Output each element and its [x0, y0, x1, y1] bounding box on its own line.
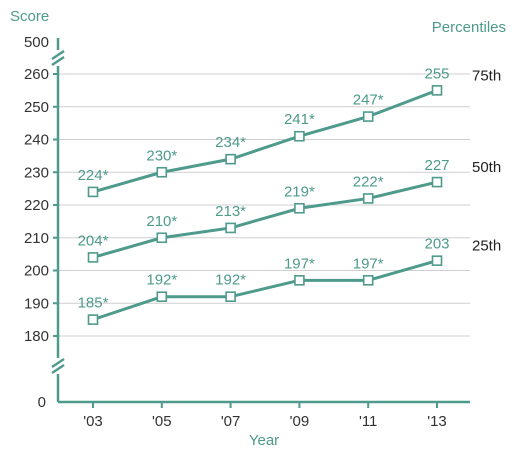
legend-title: Percentiles: [432, 19, 506, 36]
data-label-25th-3: 197*: [284, 255, 315, 272]
data-label-75th-4: 247*: [353, 92, 384, 109]
marker-50th-2: [225, 222, 236, 234]
x-tick-label-3: '09: [290, 413, 310, 430]
marker-50th-4: [362, 193, 374, 204]
marker-25th-3: [294, 275, 305, 286]
series-line-25th: [92, 259, 438, 322]
marker-50th-5: [431, 176, 443, 188]
gridlines: [58, 73, 470, 337]
y-tick-label-200: 200: [24, 263, 49, 280]
marker-75th-4: [362, 111, 374, 122]
marker-75th-1: [156, 166, 168, 178]
marker-25th-4: [362, 275, 374, 286]
marker-75th-2: [225, 153, 236, 165]
x-tick-labels: '03 '05 '07 '09 '11 '13: [83, 402, 447, 430]
marker-75th-3: [294, 130, 305, 142]
axis-break-mark-4: [51, 357, 65, 369]
axes: Score Percentiles Year: [10, 8, 506, 449]
data-label-25th-2: 192*: [215, 272, 246, 289]
series-name-25th: 25th: [472, 238, 501, 255]
data-label-50th-5: 227: [424, 157, 449, 174]
y-tick-label-210: 210: [24, 230, 49, 247]
y-tick-label-500: 500: [24, 34, 49, 51]
y-tick-label-260: 260: [24, 66, 49, 83]
y-tick-label-230: 230: [24, 164, 49, 181]
data-label-25th-5: 203: [424, 236, 449, 253]
y-axis-title: Score: [10, 8, 49, 25]
marker-50th-1: [156, 232, 168, 244]
y-tick-label-190: 190: [24, 295, 49, 312]
marker-50th-3: [294, 202, 305, 214]
data-label-50th-3: 219*: [284, 183, 315, 200]
marker-25th-1: [156, 291, 168, 303]
axis-break-mark-1: [51, 55, 65, 67]
data-label-25th-1: 192*: [146, 272, 177, 289]
axis-break-mark-3: [51, 363, 65, 375]
x-tick-label-4: '11: [359, 413, 377, 430]
x-tick-label-0: '03: [83, 413, 103, 430]
y-tick-label-0: 0: [38, 394, 46, 411]
data-label-25th-4: 197*: [353, 255, 384, 272]
series-line-75th: [92, 88, 438, 194]
series-name-75th: 75th: [472, 67, 501, 84]
data-label-50th-1: 210*: [146, 213, 177, 230]
series-lines: 224*230*234*241*247*255 75th204*210*213*2…: [78, 65, 501, 325]
marker-25th-0: [87, 314, 99, 325]
y-tick-label-180: 180: [24, 328, 49, 345]
data-label-75th-3: 241*: [284, 111, 315, 128]
y-tick-label-240: 240: [24, 132, 49, 149]
axis-break-mark-2: [51, 49, 65, 61]
data-label-50th-4: 222*: [353, 173, 384, 190]
marker-25th-5: [431, 255, 443, 266]
x-tick-label-5: '13: [427, 413, 447, 430]
series-50th: 204* 210* 213* 219* 222* 227 50th: [78, 157, 501, 263]
series-25th: 185* 192* 192* 197* 197* 203 25th: [78, 236, 501, 325]
data-label-25th-0: 185*: [78, 295, 109, 312]
marker-75th-0: [87, 186, 99, 198]
series-name-50th: 50th: [472, 159, 501, 176]
marker-50th-0: [87, 252, 99, 263]
y-tick-labels: 180 190 200 210 220 230 240 250 260 500 0: [24, 34, 58, 411]
x-axis-title: Year: [249, 432, 279, 449]
data-label-75th-0: 224*: [78, 167, 109, 184]
series-line-50th: [92, 180, 438, 259]
data-label-75th-5: 255: [424, 65, 449, 82]
x-tick-label-1: '05: [152, 413, 172, 430]
marker-75th-5: [431, 85, 443, 96]
data-label-75th-1: 230*: [146, 147, 177, 164]
data-label-50th-2: 213*: [215, 203, 246, 220]
y-tick-label-250: 250: [24, 99, 49, 116]
marker-25th-2: [225, 291, 236, 303]
data-label-75th-2: 234*: [215, 134, 246, 151]
y-tick-label-220: 220: [24, 197, 49, 214]
x-tick-label-2: '07: [221, 413, 241, 430]
data-label-50th-0: 204*: [78, 232, 109, 249]
series-75th: 224* 230* 234* 241* 247* 255 75th: [78, 65, 501, 198]
